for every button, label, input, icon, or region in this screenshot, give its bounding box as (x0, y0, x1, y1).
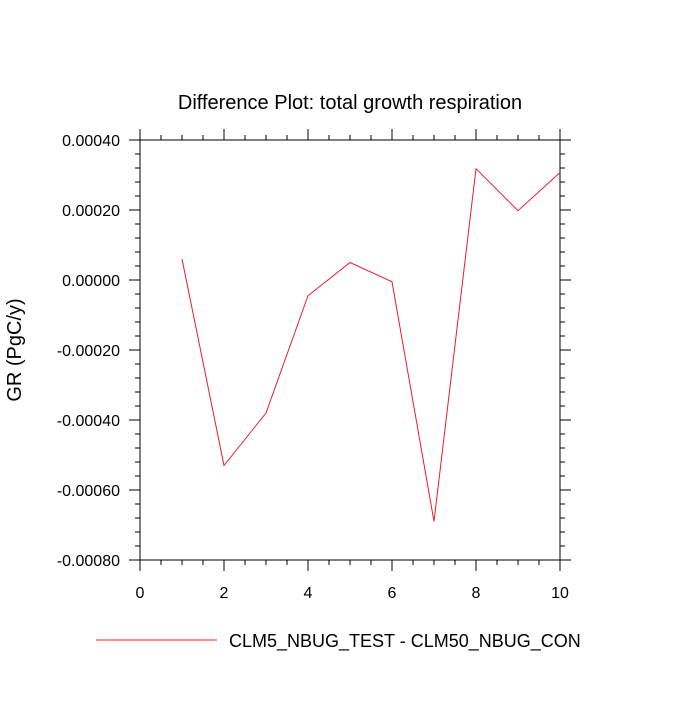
y-tick-label: -0.00040 (57, 413, 120, 430)
legend-label: CLM5_NBUG_TEST - CLM50_NBUG_CON (229, 631, 581, 652)
x-axis-ticks (139, 129, 561, 571)
y-tick-label: 0.00000 (62, 273, 120, 290)
y-tick-label: 0.00040 (62, 133, 120, 150)
y-tick-label: -0.00020 (57, 343, 120, 360)
chart-title: Difference Plot: total growth respiratio… (178, 92, 522, 114)
series-group (181, 167, 561, 522)
y-tick-label: -0.00060 (57, 483, 120, 500)
x-tick-label: 6 (388, 585, 397, 602)
y-tick-label: -0.00080 (57, 553, 120, 570)
x-tick-label: 8 (472, 585, 481, 602)
y-axis-ticks (129, 139, 571, 561)
x-tick-label: 4 (304, 585, 313, 602)
y-tick-label: 0.00020 (62, 203, 120, 220)
y-axis-tick-labels: -0.00080 -0.00060 -0.00040 -0.00020 0.00000 0… (57, 133, 120, 570)
plot-frame (139, 139, 561, 561)
y-axis-label: GR (PgC/y) (4, 298, 26, 401)
x-tick-label: 10 (551, 585, 569, 602)
x-tick-label: 2 (220, 585, 229, 602)
x-axis-tick-labels: 0 2 4 6 8 10 (136, 585, 569, 602)
legend: CLM5_NBUG_TEST - CLM50_NBUG_CON (96, 631, 581, 652)
series-line (181, 167, 561, 522)
x-tick-label: 0 (136, 585, 145, 602)
